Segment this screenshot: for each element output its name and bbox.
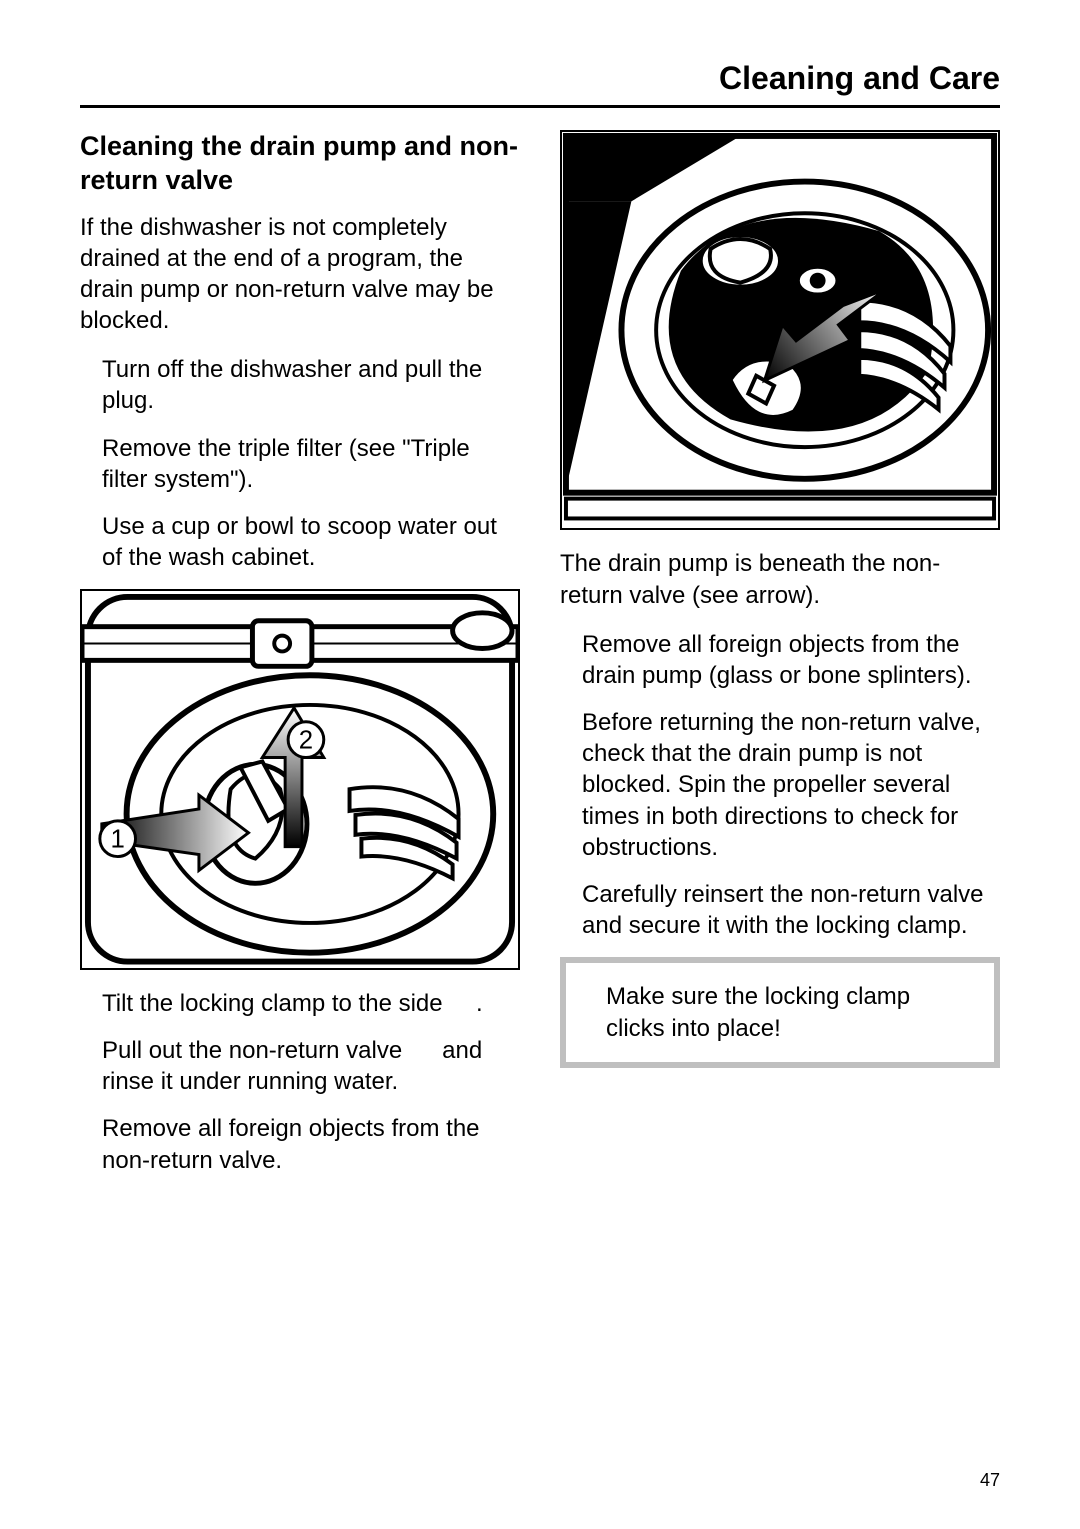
step: Tilt the locking clamp to the side . bbox=[102, 988, 520, 1019]
page-header: Cleaning and Care bbox=[80, 60, 1000, 108]
figure-drain-pump-arrow bbox=[560, 130, 1000, 530]
warning-callout: Make sure the locking clamp clicks into … bbox=[560, 957, 1000, 1067]
step: Remove all foreign objects from the non-… bbox=[102, 1113, 520, 1175]
right-column: The drain pump is beneath the non-return… bbox=[560, 130, 1000, 1192]
step: Pull out the non-return valve and rinse … bbox=[102, 1035, 520, 1097]
step: Turn off the dishwasher and pull the plu… bbox=[102, 354, 520, 416]
content-columns: Cleaning the drain pump and non-return v… bbox=[80, 130, 1000, 1192]
right-intro: The drain pump is beneath the non-return… bbox=[560, 548, 1000, 610]
step: Remove the triple filter (see "Triple fi… bbox=[102, 433, 520, 495]
step: Use a cup or bowl to scoop water out of … bbox=[102, 511, 520, 573]
left-column: Cleaning the drain pump and non-return v… bbox=[80, 130, 520, 1192]
figure-drain-sump-clamp: 1 2 bbox=[80, 589, 520, 970]
figure-label-1: 1 bbox=[111, 826, 125, 854]
intro-paragraph: If the dishwasher is not completely drai… bbox=[80, 212, 520, 337]
step: Carefully reinsert the non-return valve … bbox=[582, 879, 1000, 941]
section-title: Cleaning the drain pump and non-return v… bbox=[80, 130, 520, 198]
figure-label-2: 2 bbox=[299, 727, 313, 755]
step: Remove all foreign objects from the drai… bbox=[582, 629, 1000, 691]
step: Before returning the non-return valve, c… bbox=[582, 707, 1000, 863]
page-number: 47 bbox=[980, 1470, 1000, 1491]
